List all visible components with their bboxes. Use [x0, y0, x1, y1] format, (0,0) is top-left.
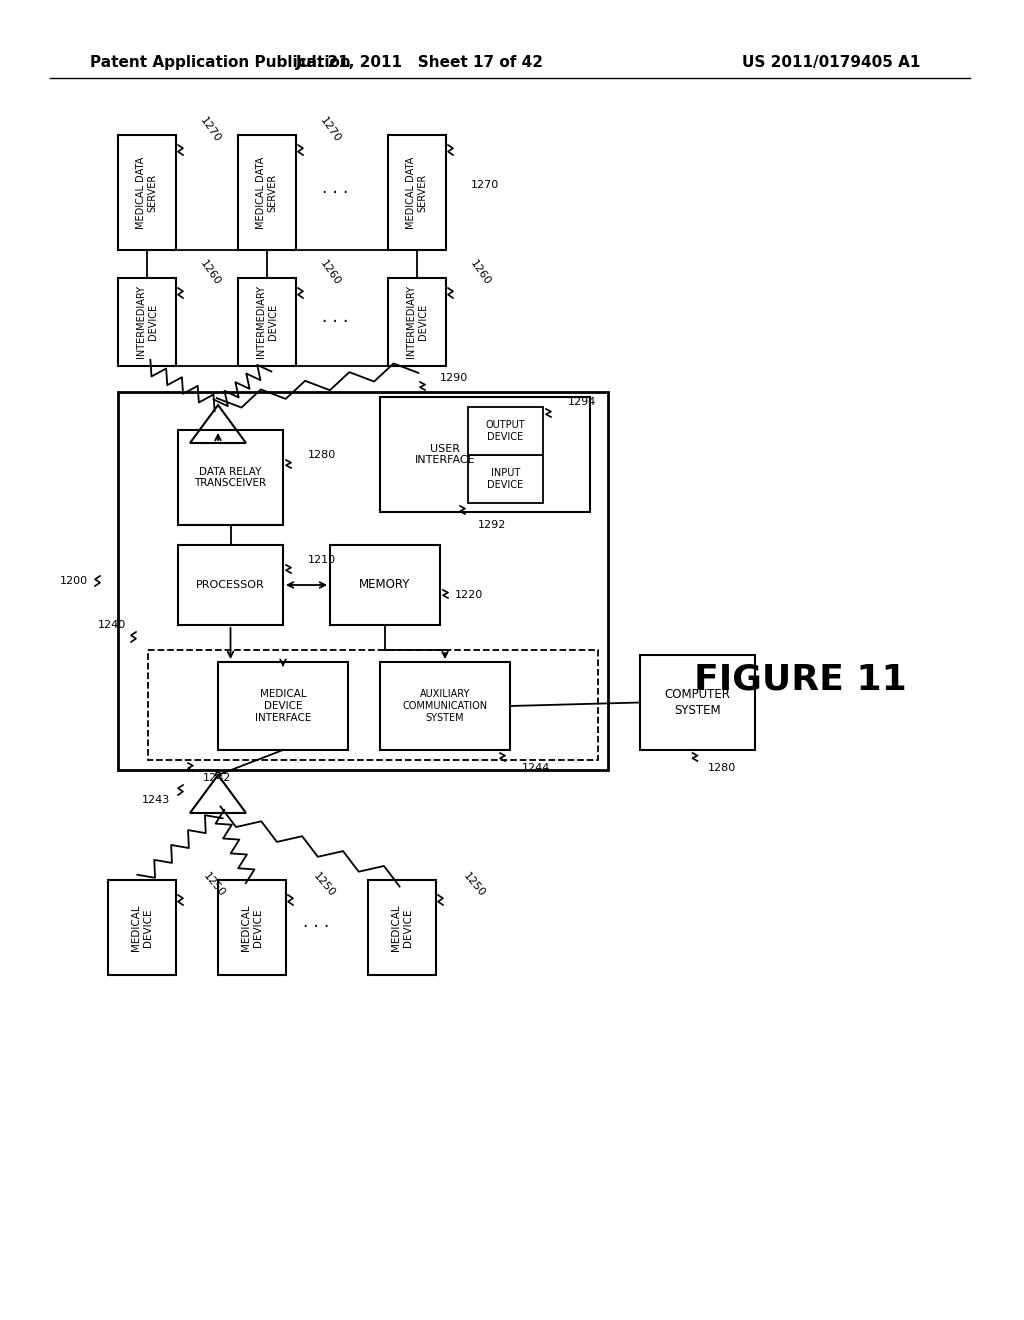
Bar	[108, 880, 176, 975]
Text: INTERMEDIARY
DEVICE: INTERMEDIARY DEVICE	[256, 285, 278, 359]
Text: INTERMEDIARY
DEVICE: INTERMEDIARY DEVICE	[136, 285, 158, 359]
Bar	[238, 279, 296, 366]
Text: MEDICAL
DEVICE
INTERFACE: MEDICAL DEVICE INTERFACE	[255, 689, 311, 722]
Bar	[388, 279, 446, 366]
Text: 1240: 1240	[97, 620, 126, 630]
Text: MEDICAL DATA
SERVER: MEDICAL DATA SERVER	[407, 156, 428, 228]
Bar	[640, 655, 755, 750]
Text: 1250: 1250	[461, 871, 486, 899]
Text: · · ·: · · ·	[322, 183, 348, 202]
Bar	[368, 880, 436, 975]
Text: 1280: 1280	[708, 763, 736, 774]
Text: 1270: 1270	[198, 116, 222, 144]
Text: · · ·: · · ·	[303, 919, 329, 936]
Text: 1270: 1270	[471, 180, 500, 190]
Text: COMPUTER
SYSTEM: COMPUTER SYSTEM	[665, 689, 730, 717]
Text: 1260: 1260	[318, 259, 342, 288]
Text: PROCESSOR: PROCESSOR	[197, 579, 265, 590]
Bar	[380, 397, 590, 512]
Bar	[218, 880, 286, 975]
Text: MEDICAL
DEVICE: MEDICAL DEVICE	[131, 904, 153, 950]
Text: OUTPUT
DEVICE: OUTPUT DEVICE	[485, 420, 525, 442]
Text: 1210: 1210	[308, 554, 336, 565]
Text: 1270: 1270	[318, 116, 342, 144]
Text: 1250: 1250	[201, 871, 226, 899]
Text: Patent Application Publication: Patent Application Publication	[90, 54, 351, 70]
Text: MEDICAL DATA
SERVER: MEDICAL DATA SERVER	[256, 156, 278, 228]
Text: 1260: 1260	[198, 259, 222, 288]
Text: · · ·: · · ·	[322, 313, 348, 331]
Text: 1294: 1294	[568, 397, 596, 407]
Text: MEDICAL DATA
SERVER: MEDICAL DATA SERVER	[136, 156, 158, 228]
Bar	[330, 545, 440, 624]
Text: 1292: 1292	[478, 520, 507, 531]
Text: USER
INTERFACE: USER INTERFACE	[415, 444, 475, 465]
Text: 1243: 1243	[141, 795, 170, 805]
Text: DATA RELAY
TRANSCEIVER: DATA RELAY TRANSCEIVER	[195, 467, 266, 488]
Text: 1200: 1200	[59, 576, 88, 586]
Text: INPUT
DEVICE: INPUT DEVICE	[487, 469, 523, 490]
Bar	[178, 545, 283, 624]
Bar	[118, 392, 608, 770]
Bar	[218, 663, 348, 750]
Bar	[178, 430, 283, 525]
Text: MEMORY: MEMORY	[359, 578, 411, 591]
Text: FIGURE 11: FIGURE 11	[693, 663, 906, 697]
Text: INTERMEDIARY
DEVICE: INTERMEDIARY DEVICE	[407, 285, 428, 359]
Bar	[380, 663, 510, 750]
Bar	[388, 135, 446, 249]
Text: 1290: 1290	[440, 374, 468, 383]
Text: 1260: 1260	[468, 259, 493, 288]
Text: AUXILIARY
COMMUNICATION
SYSTEM: AUXILIARY COMMUNICATION SYSTEM	[402, 689, 487, 722]
Text: 1280: 1280	[308, 450, 336, 459]
Text: MEDICAL
DEVICE: MEDICAL DEVICE	[391, 904, 413, 950]
Bar	[468, 407, 543, 455]
Text: Jul. 21, 2011   Sheet 17 of 42: Jul. 21, 2011 Sheet 17 of 42	[296, 54, 544, 70]
Text: 1242: 1242	[203, 774, 231, 783]
Text: MEDICAL
DEVICE: MEDICAL DEVICE	[242, 904, 263, 950]
Bar	[238, 135, 296, 249]
Bar	[118, 135, 176, 249]
Text: 1244: 1244	[522, 763, 550, 774]
Bar	[148, 649, 598, 760]
Bar	[118, 279, 176, 366]
Text: 1220: 1220	[455, 590, 483, 601]
Bar	[468, 455, 543, 503]
Text: US 2011/0179405 A1: US 2011/0179405 A1	[741, 54, 920, 70]
Text: 1250: 1250	[311, 871, 337, 899]
